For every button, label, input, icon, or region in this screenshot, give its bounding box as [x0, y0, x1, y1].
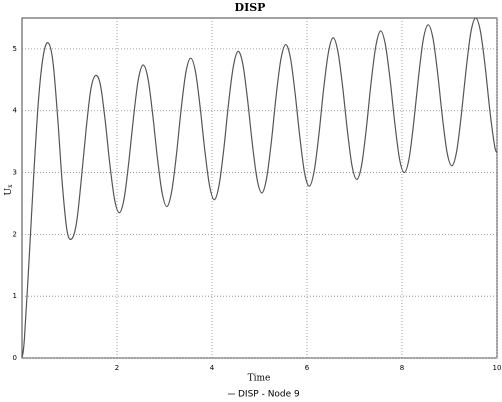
x-tick-label: 8: [400, 364, 404, 372]
legend-label: DISP - Node 9: [238, 390, 300, 400]
y-tick-label: 0: [13, 354, 17, 362]
y-tick-label: 1: [13, 292, 17, 300]
x-tick-label: 6: [305, 364, 310, 372]
y-tick-label: 5: [13, 45, 17, 53]
x-tick-label: 2: [115, 364, 119, 372]
x-tick-label: 10: [493, 364, 502, 372]
y-label-subscript: x: [7, 184, 14, 188]
chart-title: DISP: [235, 1, 266, 14]
y-tick-label: 4: [13, 107, 18, 115]
y-tick-label: 2: [13, 230, 17, 238]
y-tick-label: 3: [13, 169, 17, 177]
data-line: [21, 17, 498, 359]
y-axis-label: Ux: [4, 184, 14, 196]
x-axis-label: Time: [248, 374, 271, 384]
y-label-main: U: [4, 187, 14, 195]
x-tick-label: 4: [210, 364, 215, 372]
